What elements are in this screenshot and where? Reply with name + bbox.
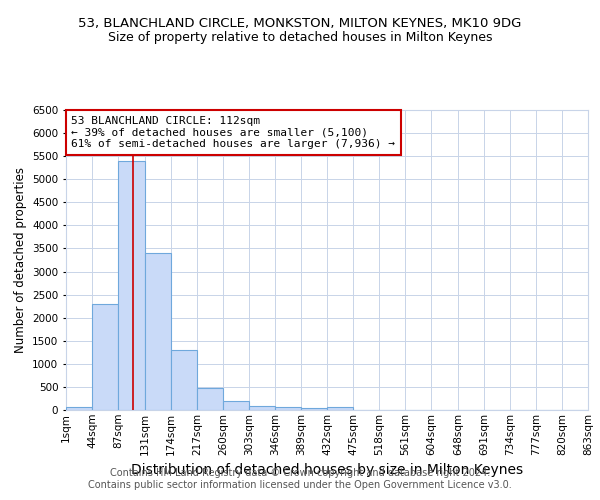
Bar	[223, 402, 249, 410]
X-axis label: Distribution of detached houses by size in Milton Keynes: Distribution of detached houses by size …	[131, 463, 523, 477]
Bar	[301, 408, 327, 410]
Bar	[92, 304, 118, 410]
Text: 53 BLANCHLAND CIRCLE: 112sqm
← 39% of detached houses are smaller (5,100)
61% of: 53 BLANCHLAND CIRCLE: 112sqm ← 39% of de…	[71, 116, 395, 149]
Bar	[327, 407, 353, 410]
Bar	[171, 350, 197, 410]
Bar	[118, 161, 145, 410]
Text: Size of property relative to detached houses in Milton Keynes: Size of property relative to detached ho…	[108, 31, 492, 44]
Bar	[197, 388, 223, 410]
Text: Contains HM Land Registry data © Crown copyright and database right 2024.
Contai: Contains HM Land Registry data © Crown c…	[88, 468, 512, 490]
Text: 53, BLANCHLAND CIRCLE, MONKSTON, MILTON KEYNES, MK10 9DG: 53, BLANCHLAND CIRCLE, MONKSTON, MILTON …	[79, 18, 521, 30]
Bar	[249, 406, 275, 410]
Bar	[66, 407, 92, 410]
Bar	[145, 253, 171, 410]
Y-axis label: Number of detached properties: Number of detached properties	[14, 167, 26, 353]
Bar	[275, 407, 301, 410]
